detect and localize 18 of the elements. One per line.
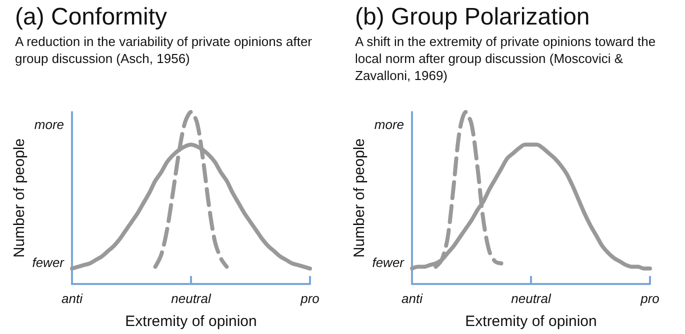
text: more	[374, 117, 404, 132]
x-tick-label: anti	[402, 291, 424, 306]
x-tick-label: anti	[62, 291, 84, 306]
x-axis-title: Extremity of opinion	[125, 313, 257, 330]
chart-title: (b) Group Polarization	[355, 4, 590, 30]
x-tick-label: neutral	[511, 291, 552, 306]
x-tick-label: pro	[300, 291, 320, 306]
y-axis-title: Number of people	[351, 138, 368, 258]
chart-subtitle: A shift in the extremity of private opinions toward the local norm after group discussion (Moscovici & Zavalloni, 1969)	[355, 34, 660, 83]
y-axis-title: Number of people	[11, 138, 28, 258]
text: fewer	[372, 255, 405, 270]
chart-title: (a) Conformity	[15, 4, 168, 30]
x-tick-label: pro	[640, 291, 660, 306]
text: fewer	[32, 255, 65, 270]
x-axis-title: Extremity of opinion	[465, 313, 597, 330]
chart-subtitle: A reduction in the variability of private opinions after group discussion (Asch, 1956)	[15, 34, 316, 66]
x-tick-label: neutral	[171, 291, 212, 306]
text: more	[34, 117, 64, 132]
